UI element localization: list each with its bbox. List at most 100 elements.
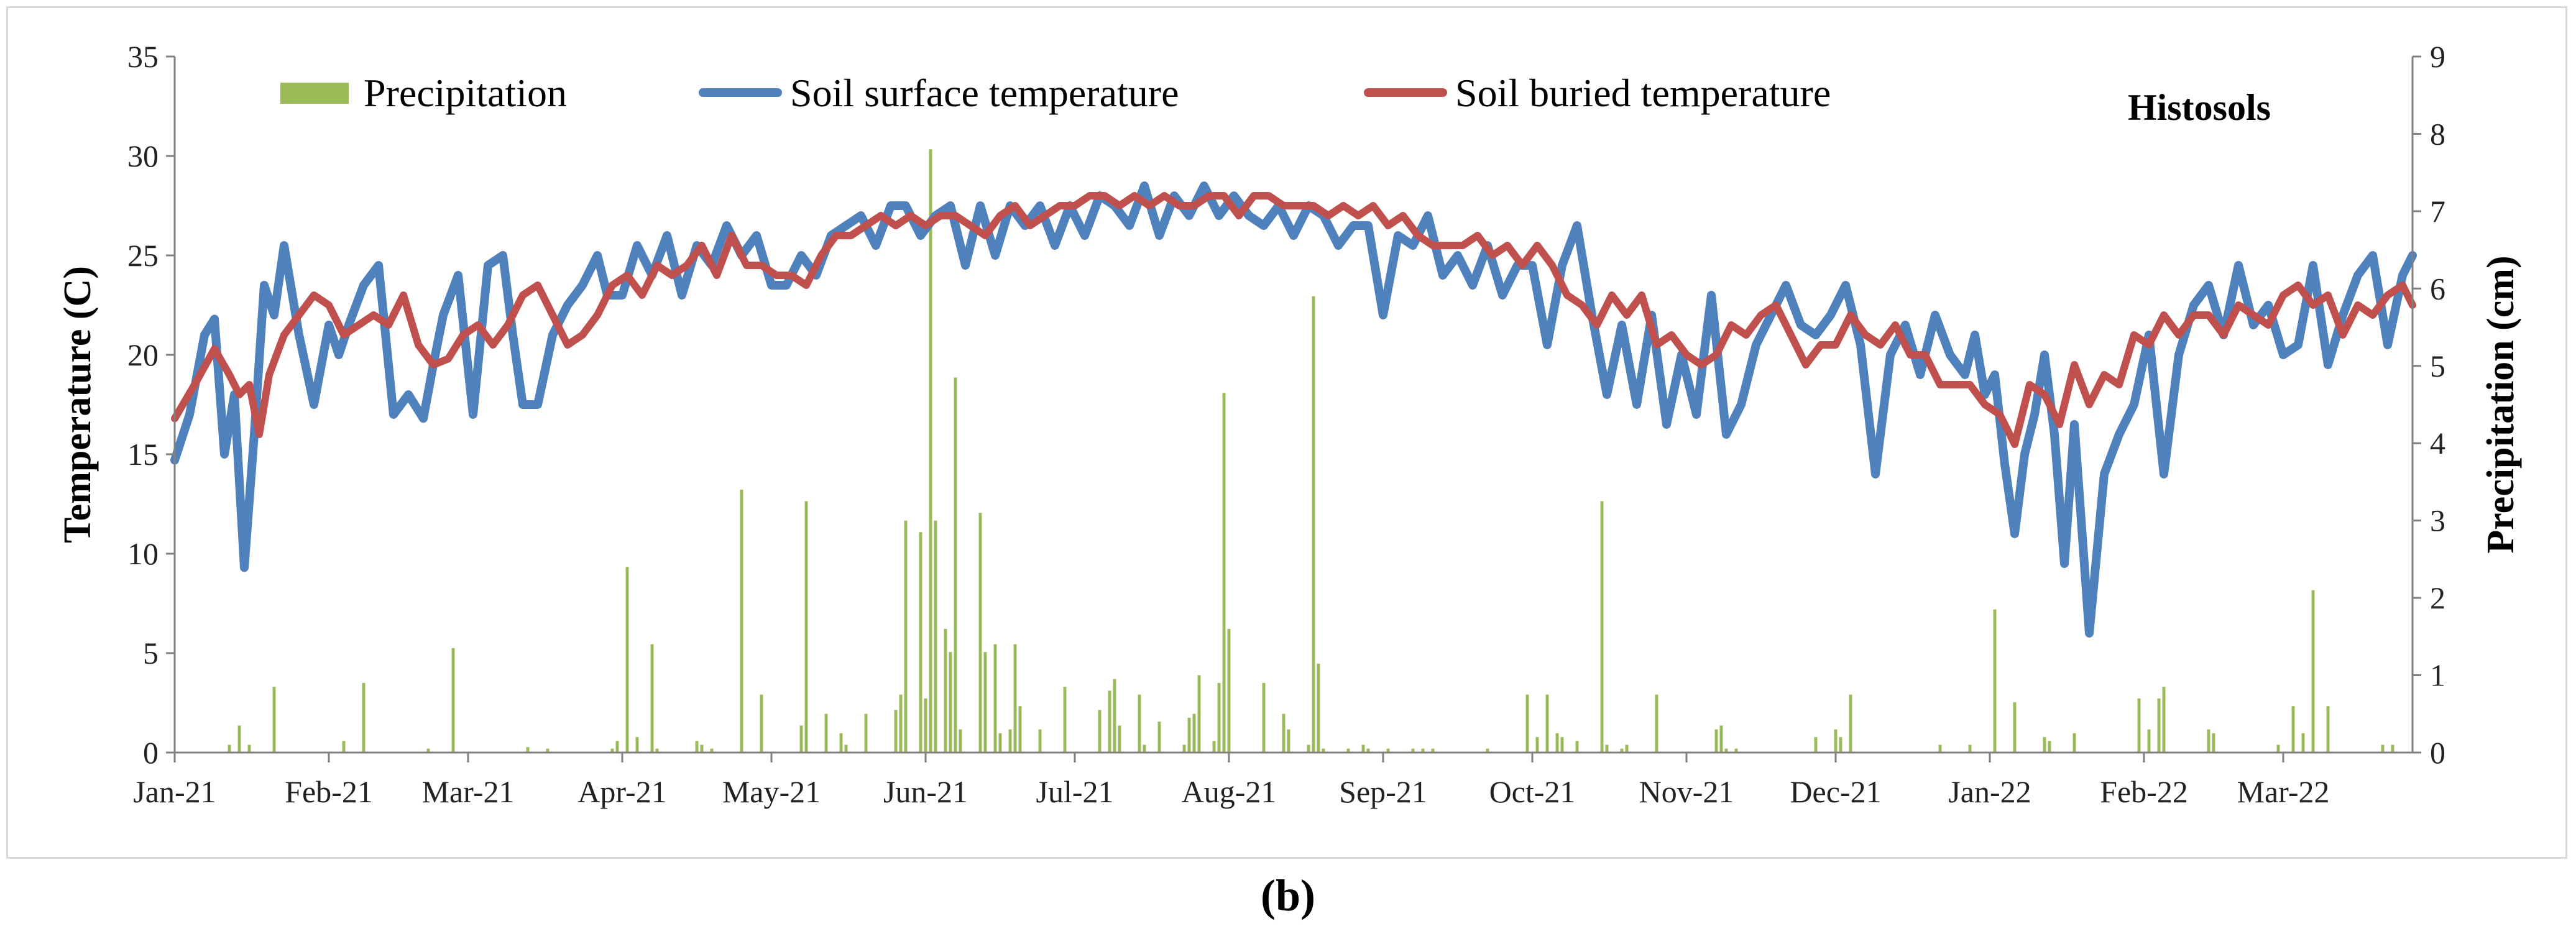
precipitation-bar	[1734, 748, 1738, 753]
precipitation-bar	[1535, 737, 1539, 753]
right-tick-label: 7	[2430, 194, 2445, 229]
x-tick-label: Nov-21	[1639, 774, 1734, 809]
precipitation-bar	[1063, 687, 1067, 753]
precipitation-bar	[526, 747, 530, 753]
precipitation-bar	[1366, 748, 1370, 753]
precipitation-bar	[1714, 729, 1718, 753]
precipitation-bar	[944, 628, 947, 753]
precipitation-bar	[1839, 737, 1842, 753]
precipitation-bar	[799, 725, 803, 753]
precipitation-bar	[760, 694, 763, 753]
right-tick-label: 0	[2430, 735, 2445, 770]
precipitation-bar	[1322, 748, 1325, 753]
precipitation-bar	[899, 694, 903, 753]
precipitation-bar	[1834, 748, 1838, 753]
soil-buried-temperature-line	[171, 192, 2416, 448]
precipitation-bar	[1625, 744, 1629, 753]
precipitation-bar	[864, 713, 868, 753]
precipitation-bar	[954, 718, 957, 753]
left-tick-label: 5	[143, 636, 159, 671]
precipitation-bar	[2301, 733, 2305, 753]
precipitation-bar	[1421, 748, 1425, 753]
precipitation-bar	[993, 644, 997, 753]
precipitation-bar	[2212, 733, 2215, 753]
precipitation-bar	[1411, 748, 1415, 753]
precipitation-bar	[2147, 729, 2151, 753]
x-tick-label: Oct-21	[1489, 774, 1576, 809]
precipitation-bar	[1038, 729, 1042, 753]
precipitation-bar	[1018, 706, 1022, 753]
precipitation-bar	[2157, 698, 2161, 753]
precipitation-bar	[426, 748, 430, 753]
left-tick-label: 25	[127, 238, 159, 273]
right-tick-label: 3	[2430, 503, 2445, 538]
precipitation-bar	[2391, 744, 2394, 753]
precipitation-bar	[635, 737, 639, 753]
x-tick-label: Feb-21	[285, 774, 373, 809]
x-tick-label: Apr-21	[577, 774, 666, 809]
precipitation-bar	[1486, 748, 1489, 753]
right-tick-label: 4	[2430, 426, 2445, 460]
x-tick-label: May-21	[722, 774, 821, 809]
precipitation-bar	[978, 513, 982, 753]
precipitation-bar	[1545, 694, 1549, 753]
precipitation-bar	[1346, 748, 1350, 753]
precipitation-bar	[700, 744, 704, 753]
x-tick-label: Jan-22	[1948, 774, 2031, 809]
precipitation-bar	[924, 698, 927, 753]
precipitation-bar	[1013, 644, 1017, 753]
precipitation-bar	[2291, 706, 2295, 753]
precipitation-bar	[1138, 694, 1141, 753]
right-tick-label: 9	[2430, 39, 2445, 74]
precipitation-bar	[1968, 744, 1972, 753]
precipitation-bar	[1222, 393, 1226, 753]
precipitation-bar	[929, 713, 932, 753]
precipitation-bar	[2048, 741, 2051, 753]
left-tick-label: 35	[127, 39, 159, 74]
precipitation-bar	[1212, 741, 1216, 753]
precipitation-bar	[1118, 725, 1121, 753]
precipitation-bar	[2326, 706, 2330, 753]
precipitation-bar	[1282, 713, 1286, 753]
precipitation-bar	[1192, 713, 1196, 753]
precipitation-bar	[983, 652, 987, 753]
precipitation-bar	[804, 501, 808, 753]
x-tick-label: Dec-21	[1790, 774, 1881, 809]
precipitation-bar	[1317, 663, 1320, 753]
precipitation-bar	[1227, 628, 1231, 753]
precipitation-bar	[1724, 748, 1728, 753]
soil-type-annotation: Histosols	[2128, 87, 2271, 128]
precipitation-bar	[1197, 675, 1201, 753]
precipitation-bar	[2043, 737, 2046, 753]
precipitation-bar	[2137, 698, 2141, 753]
right-axis-title: Precipitation (cm)	[2480, 255, 2522, 553]
precipitation-bar	[710, 748, 714, 753]
legend-precipitation-swatch	[280, 83, 349, 104]
precipitation-bar	[615, 741, 619, 753]
precipitation-bar	[1361, 744, 1365, 753]
precipitation-bar	[1555, 733, 1559, 753]
legend-label: Soil buried temperature	[1455, 71, 1831, 115]
precipitation-bar	[1525, 694, 1529, 753]
precipitation-bar	[959, 729, 962, 753]
precipitation-bar	[695, 741, 699, 753]
precipitation-bar	[2276, 744, 2280, 753]
right-tick-label: 6	[2430, 271, 2445, 306]
precipitation-bar	[1834, 729, 1838, 753]
precipitation-bar	[1312, 296, 1315, 753]
precipitation-bar	[894, 710, 898, 753]
chart-frame: 0 5 10 15 20 25 30 35 0 1 2 3 4 5 6 7 8 9 Jan-21 Feb-21 Mar-…	[6, 6, 2567, 859]
precipitation-bar	[1431, 748, 1435, 753]
precipitation-bar	[237, 725, 241, 753]
precipitation-bar	[1560, 737, 1564, 753]
right-tick-label: 1	[2430, 658, 2445, 693]
precipitation-bar	[1182, 744, 1186, 753]
precipitation-bars	[228, 149, 2394, 753]
precipitation-bar	[1317, 737, 1320, 753]
precipitation-bar	[1600, 501, 1604, 753]
precipitation-bar	[625, 567, 629, 753]
precipitation-bar	[949, 652, 952, 753]
precipitation-bar	[451, 648, 455, 753]
precipitation-bar	[2207, 729, 2210, 753]
precipitation-bar	[1814, 737, 1818, 753]
